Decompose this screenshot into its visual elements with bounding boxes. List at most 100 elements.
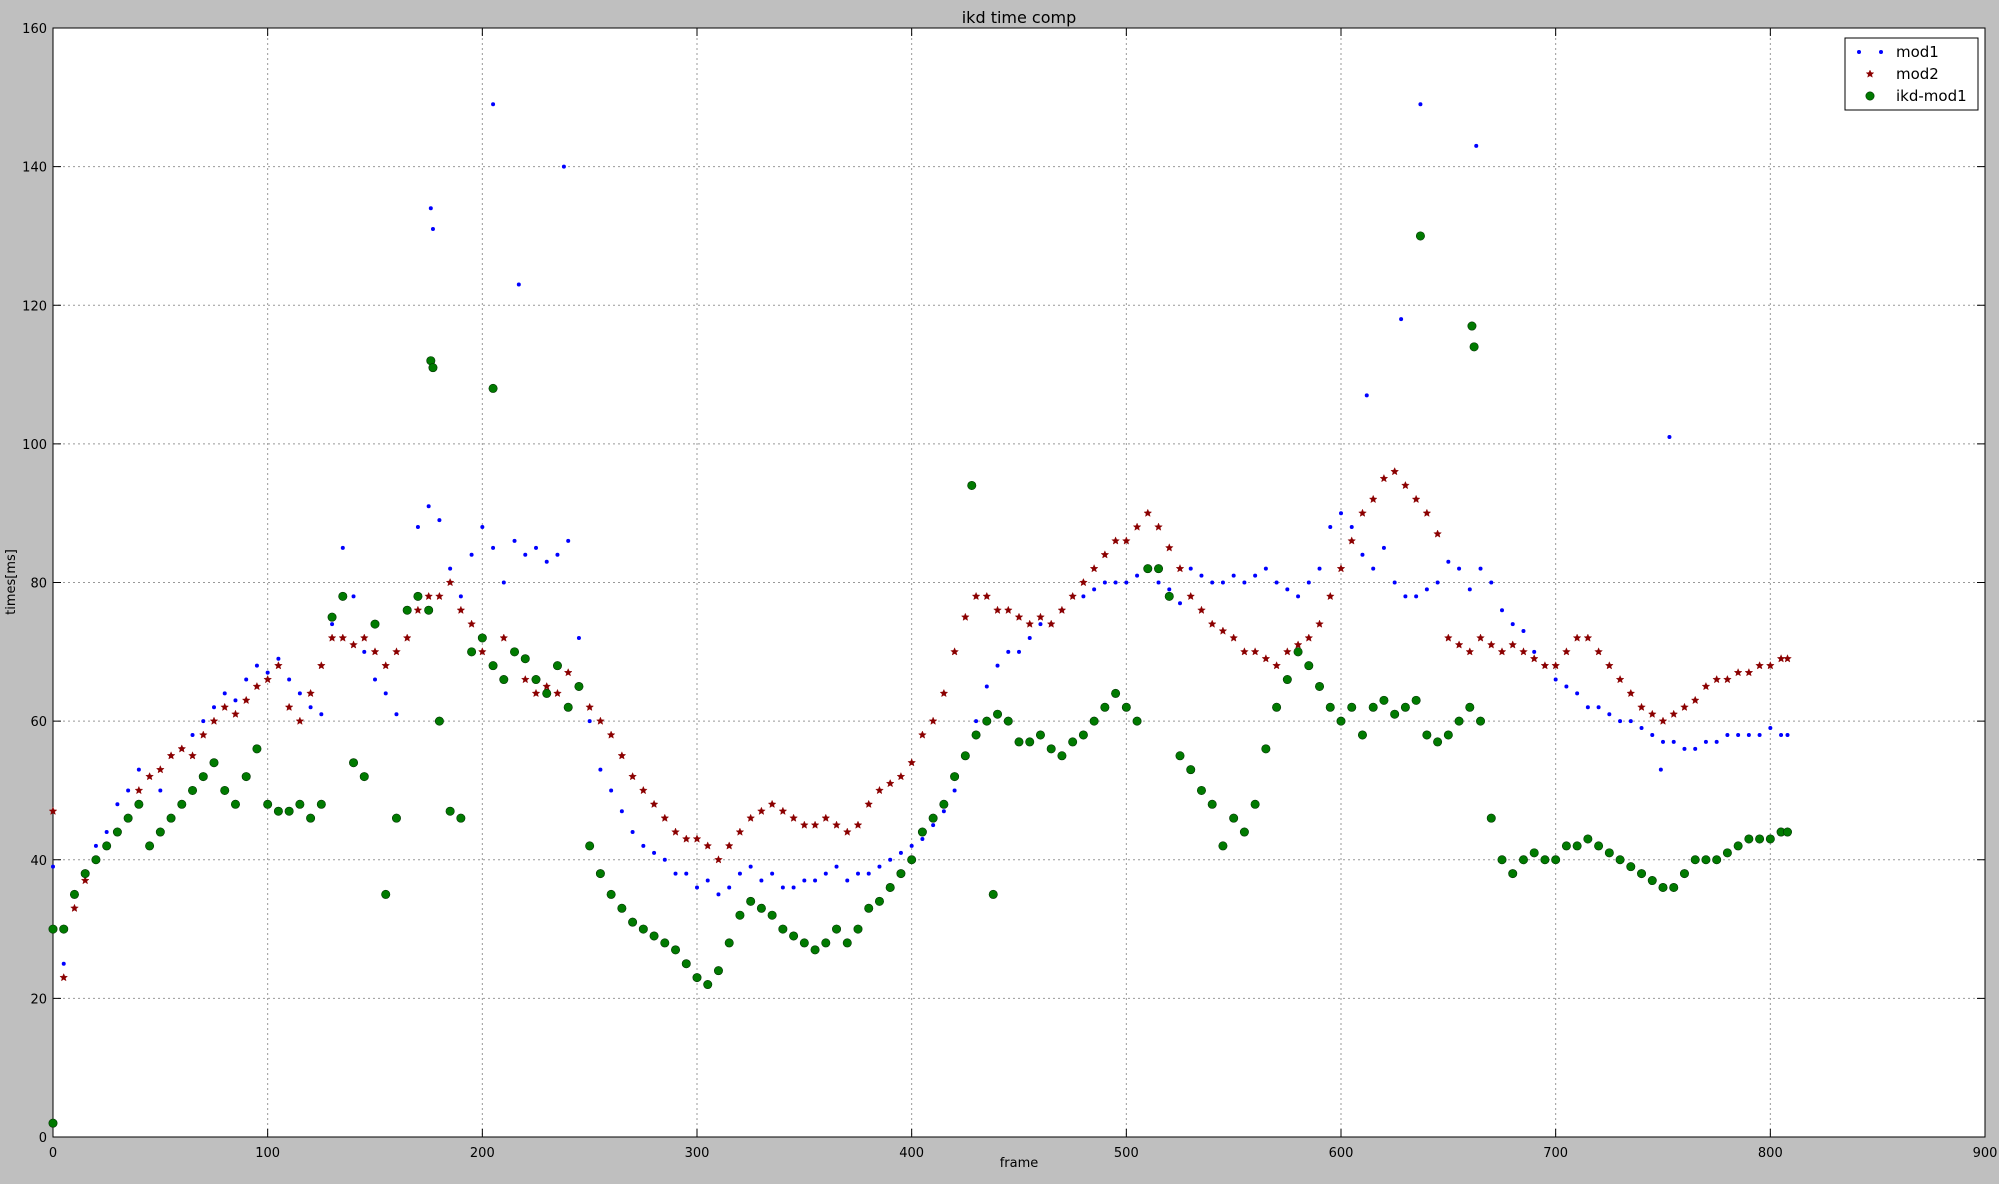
y-tick-label: 160 [22, 22, 47, 37]
data-point [1025, 737, 1035, 747]
data-point [1604, 848, 1614, 858]
data-point [231, 709, 240, 718]
data-point [628, 772, 637, 781]
data-point [145, 772, 154, 781]
data-point [488, 383, 498, 393]
data-point [244, 677, 249, 682]
data-point [1004, 605, 1013, 614]
y-tick-label: 20 [30, 992, 47, 1007]
data-point [1274, 580, 1279, 585]
chart-title: ikd time comp [962, 8, 1077, 27]
data-point [1508, 869, 1518, 879]
data-point [1390, 467, 1399, 476]
data-point [104, 830, 109, 835]
data-point [789, 931, 799, 941]
data-point [843, 827, 852, 836]
data-point [469, 552, 474, 557]
data-point [1487, 640, 1496, 649]
data-point [394, 712, 399, 717]
data-point [652, 850, 657, 855]
data-point [48, 1118, 58, 1128]
data-point [1444, 633, 1453, 642]
data-point [1250, 647, 1260, 656]
data-point [941, 809, 946, 814]
data-point [1422, 730, 1432, 740]
data-point [1532, 649, 1537, 654]
data-point [1467, 587, 1472, 592]
data-point [1768, 726, 1773, 731]
data-point [1218, 626, 1228, 635]
data-point [284, 806, 294, 816]
data-point [1626, 862, 1636, 872]
legend-label: mod2 [1896, 65, 1939, 83]
data-point [703, 980, 713, 990]
data-point [576, 635, 581, 640]
data-point [1454, 640, 1464, 649]
data-point [799, 938, 809, 948]
data-point [467, 619, 476, 628]
data-point [1188, 566, 1193, 571]
x-tick-label: 400 [899, 1146, 924, 1161]
data-point [1414, 594, 1419, 599]
data-point [93, 843, 98, 848]
data-point [499, 633, 509, 642]
data-point [1253, 573, 1258, 578]
data-point [1068, 591, 1077, 601]
data-point [1500, 608, 1504, 613]
data-point [617, 751, 627, 760]
data-point [491, 102, 496, 107]
data-point [598, 767, 603, 772]
data-point [767, 910, 777, 920]
data-point [1006, 649, 1011, 654]
data-point [220, 702, 229, 711]
data-point [1336, 564, 1346, 573]
data-point [1783, 827, 1793, 837]
y-axis: 0 20 40 60 80 100 120 140 160 [22, 22, 1985, 1146]
data-point [1315, 681, 1325, 691]
data-point [641, 843, 646, 848]
data-point [1242, 580, 1247, 585]
data-point [265, 670, 270, 675]
data-point [660, 813, 670, 822]
data-point [1261, 654, 1271, 663]
data-point [1014, 737, 1024, 747]
y-tick-label: 140 [22, 161, 47, 176]
data-point [971, 591, 981, 601]
data-point [1358, 508, 1367, 517]
data-point [1422, 508, 1432, 517]
data-point [746, 813, 755, 822]
data-point [1306, 580, 1311, 585]
data-point [595, 869, 605, 879]
data-point [1111, 688, 1121, 698]
data-point [1467, 321, 1477, 331]
data-point [437, 518, 442, 523]
data-point [327, 612, 337, 622]
data-point [988, 889, 998, 899]
data-point [428, 206, 433, 211]
data-point [48, 806, 58, 815]
data-point [426, 504, 431, 509]
data-point [430, 227, 435, 232]
data-point [220, 785, 230, 795]
data-point [501, 580, 506, 585]
data-point [759, 878, 764, 883]
data-point [1465, 647, 1475, 656]
data-point [1057, 751, 1067, 761]
data-point [660, 938, 670, 948]
data-point [306, 813, 316, 823]
data-point [1178, 601, 1182, 606]
data-point [1121, 702, 1131, 712]
data-point [649, 799, 659, 808]
data-point [931, 823, 936, 828]
data-point [928, 716, 938, 725]
data-point [1186, 591, 1195, 601]
data-point [70, 903, 79, 912]
data-point [319, 712, 324, 717]
data-point [974, 719, 979, 724]
data-point [1722, 848, 1732, 858]
data-point [628, 917, 638, 927]
x-tick-label: 600 [1329, 1146, 1354, 1161]
data-point [126, 788, 131, 793]
data-point [491, 545, 496, 550]
data-point [330, 622, 335, 627]
